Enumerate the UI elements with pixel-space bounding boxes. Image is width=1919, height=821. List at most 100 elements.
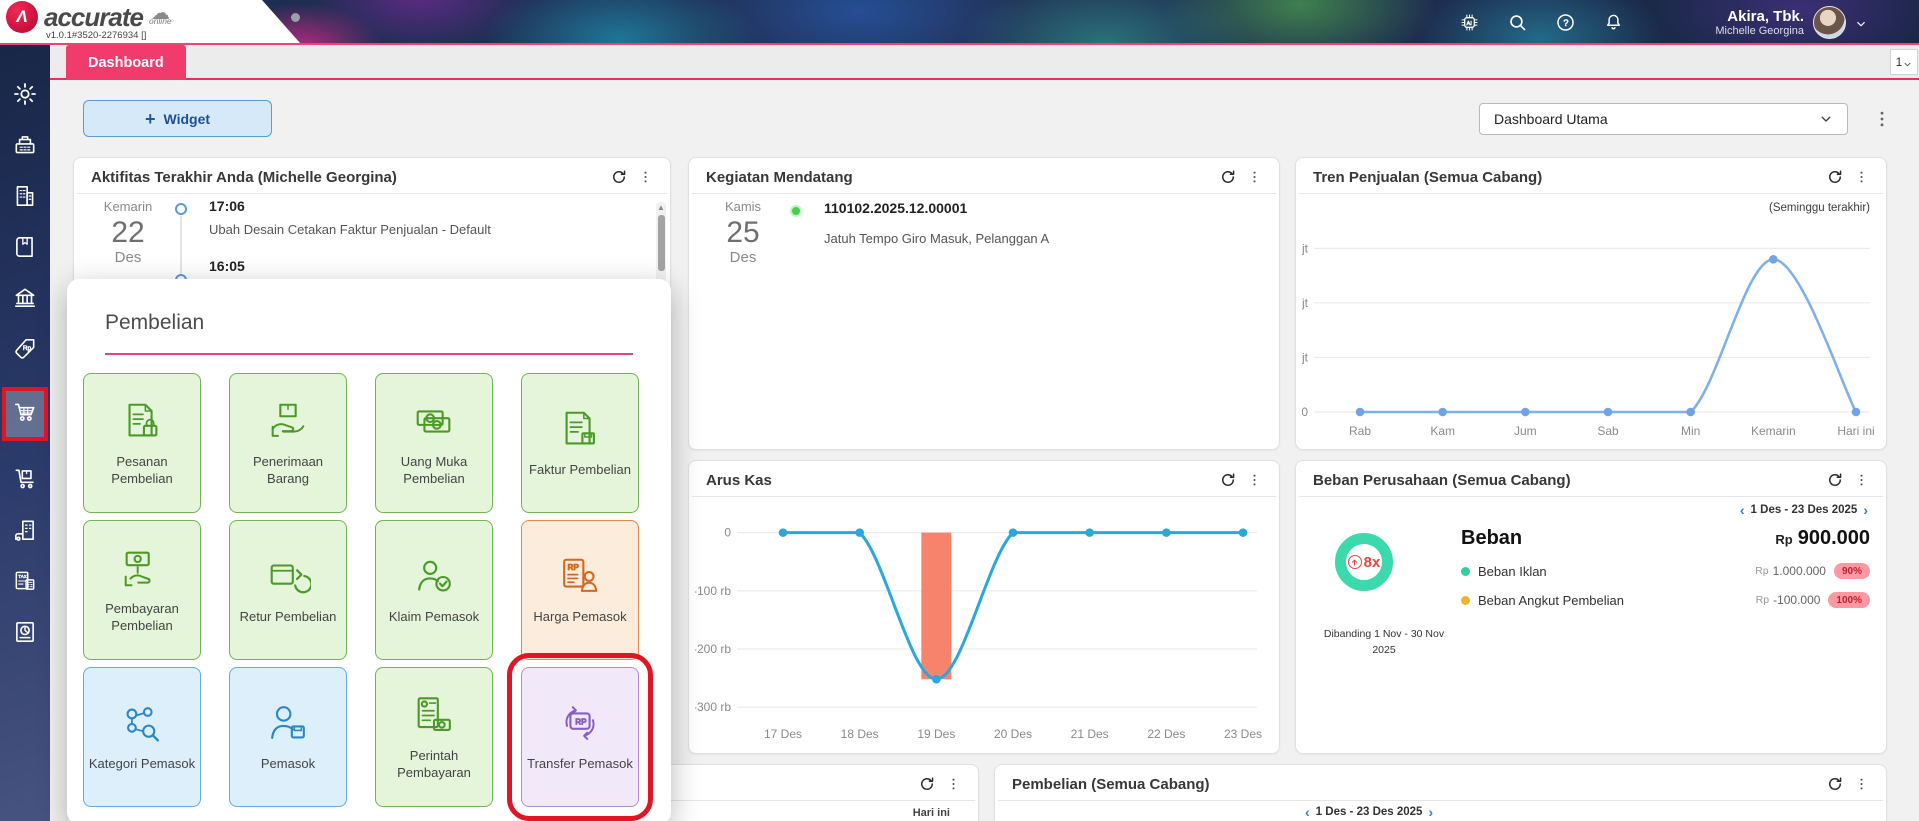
dashboard-select[interactable]: Dashboard Utama xyxy=(1479,103,1848,135)
toolbar-kebab-icon[interactable] xyxy=(1872,108,1892,130)
percentage-badge: 100% xyxy=(1828,592,1870,608)
sidebar-item-icon xyxy=(12,236,38,264)
sidebar-item[interactable]: TAX xyxy=(12,568,38,594)
chevron-left-icon[interactable]: ‹ xyxy=(1739,502,1745,518)
refresh-icon[interactable] xyxy=(1826,775,1844,793)
panel-title: Aktifitas Terakhir Anda (Michelle Georgi… xyxy=(91,168,397,186)
expense-compare-text: Dibanding 1 Nov - 30 Nov 2025 xyxy=(1323,628,1445,656)
svg-text:RP: RP xyxy=(568,563,580,572)
chevron-down-icon xyxy=(1903,58,1912,67)
menu-tile[interactable]: Retur Pembelian xyxy=(229,520,347,660)
menu-tile[interactable]: Uang Muka Pembelian xyxy=(375,373,493,513)
popup-title: Pembelian xyxy=(105,311,205,334)
avatar[interactable] xyxy=(1813,6,1846,39)
sidebar-item[interactable] xyxy=(12,619,38,645)
menu-tile[interactable]: Faktur Pembelian xyxy=(521,373,639,513)
popup-title-underline xyxy=(105,353,633,355)
notification-bell-icon[interactable] xyxy=(1603,12,1624,33)
menu-tile[interactable]: Klaim Pemasok xyxy=(375,520,493,660)
sidebar-item-icon: Rp xyxy=(12,338,38,366)
chevron-left-icon[interactable]: ‹ xyxy=(1305,804,1310,820)
refresh-icon[interactable] xyxy=(1219,471,1237,489)
sidebar-item[interactable] xyxy=(12,285,38,311)
activity-time: 16:05 xyxy=(209,258,245,274)
menu-tile-label: Klaim Pemasok xyxy=(388,609,480,625)
menu-tile[interactable]: Pemasok xyxy=(229,667,347,807)
chevron-down-icon[interactable] xyxy=(1855,17,1867,29)
kebab-icon[interactable] xyxy=(1854,471,1869,489)
menu-tile[interactable]: Pesanan Pembelian xyxy=(83,373,201,513)
sidebar-item[interactable] xyxy=(12,517,38,543)
scrollbar-thumb[interactable] xyxy=(657,215,665,271)
sidebar-item[interactable] xyxy=(12,132,38,158)
ai-assistant-icon[interactable]: AI xyxy=(1459,12,1480,33)
legend-row: Beban Angkut Pembelian Rp -100.000 100% xyxy=(1461,592,1870,608)
sidebar-item[interactable] xyxy=(12,466,38,492)
svg-text:RP: RP xyxy=(575,718,587,727)
menu-tile-label: Kategori Pemasok xyxy=(88,756,196,772)
sidebar-item[interactable] xyxy=(12,234,38,260)
chevron-right-icon[interactable]: › xyxy=(1428,804,1434,820)
menu-tile[interactable]: Perintah Pembayaran xyxy=(375,667,493,807)
svg-text:0: 0 xyxy=(1302,405,1308,419)
refresh-icon[interactable] xyxy=(918,775,936,793)
sidebar-item-icon xyxy=(12,520,38,547)
sidebar-item[interactable] xyxy=(2,387,48,441)
banner-dot xyxy=(291,13,300,22)
legend-currency: Rp xyxy=(1755,565,1769,577)
tab-counter[interactable]: 1 xyxy=(1890,49,1918,75)
svg-text:Min: Min xyxy=(1681,424,1700,438)
legend-dot xyxy=(1461,566,1470,576)
chevron-right-icon[interactable]: › xyxy=(1863,502,1868,518)
svg-text:Sab: Sab xyxy=(1597,424,1619,438)
svg-text:AI: AI xyxy=(1467,21,1473,27)
refresh-icon[interactable] xyxy=(1826,471,1844,489)
document-number[interactable]: 110102.2025.12.00001 xyxy=(824,200,968,216)
refresh-icon[interactable] xyxy=(1826,168,1844,186)
tab-dashboard[interactable]: Dashboard xyxy=(66,45,186,80)
user-menu[interactable]: Akira, Tbk. Michelle Georgina xyxy=(1715,0,1867,45)
kebab-icon[interactable] xyxy=(638,168,653,186)
kebab-icon[interactable] xyxy=(1854,168,1869,186)
status-dot xyxy=(790,205,802,217)
activity-text: Ubah Desain Cetakan Faktur Penjualan - D… xyxy=(209,222,491,237)
kebab-icon[interactable] xyxy=(1854,775,1869,793)
sidebar: Rp TAX xyxy=(0,45,50,821)
svg-text:-300 rb: -300 rb xyxy=(695,700,731,714)
sidebar-item[interactable]: Rp xyxy=(12,336,38,362)
menu-tile-icon xyxy=(265,399,311,445)
sales-trend-chart: 15 jt 10 jt 5 jt 0 Rab Kam Jum Sab Min Kemarin Har… xyxy=(1285,216,1880,444)
menu-tile[interactable]: RP Transfer Pemasok xyxy=(507,653,653,821)
search-icon[interactable] xyxy=(1507,12,1528,33)
menu-tile-label: Harga Pemasok xyxy=(533,609,627,625)
sidebar-item[interactable] xyxy=(12,183,38,209)
user-name: Michelle Georgina xyxy=(1715,24,1804,37)
tab-bar: Dashboard 1 xyxy=(50,45,1919,80)
scroll-up-icon[interactable]: ▲ xyxy=(657,203,665,212)
menu-tile[interactable]: RP Harga Pemasok xyxy=(521,520,639,660)
menu-tile-icon xyxy=(265,701,311,747)
chevron-down-icon xyxy=(1819,112,1833,126)
kebab-icon[interactable] xyxy=(1247,168,1262,186)
kebab-icon[interactable] xyxy=(1247,471,1262,489)
add-widget-button[interactable]: + Widget xyxy=(83,100,272,137)
refresh-icon[interactable] xyxy=(610,168,628,186)
tab-counter-value: 1 xyxy=(1895,55,1903,69)
expense-legend: Beban Iklan Rp 1.000.000 90% Beban Angku… xyxy=(1461,563,1870,608)
expense-ring: 8x xyxy=(1335,533,1393,591)
menu-tile-icon xyxy=(265,554,313,600)
sidebar-item[interactable] xyxy=(12,81,38,107)
menu-tile[interactable]: Kategori Pemasok xyxy=(83,667,201,807)
kebab-icon[interactable] xyxy=(946,775,961,793)
expense-total-currency: Rp xyxy=(1775,532,1793,547)
svg-text:22 Des: 22 Des xyxy=(1147,727,1185,741)
menu-tile-icon xyxy=(119,546,165,592)
logo-area: Λ accurate ☁ online v1.0.1#3520-2276934 … xyxy=(0,0,300,43)
svg-text:TAX: TAX xyxy=(18,574,27,579)
event-description: Jatuh Tempo Giro Masuk, Pelanggan A xyxy=(824,231,1050,246)
menu-tile[interactable]: Pembayaran Pembelian xyxy=(83,520,201,660)
menu-tile[interactable]: Penerimaan Barang xyxy=(229,373,347,513)
help-icon[interactable]: ? xyxy=(1555,12,1576,33)
refresh-icon[interactable] xyxy=(1219,168,1237,186)
